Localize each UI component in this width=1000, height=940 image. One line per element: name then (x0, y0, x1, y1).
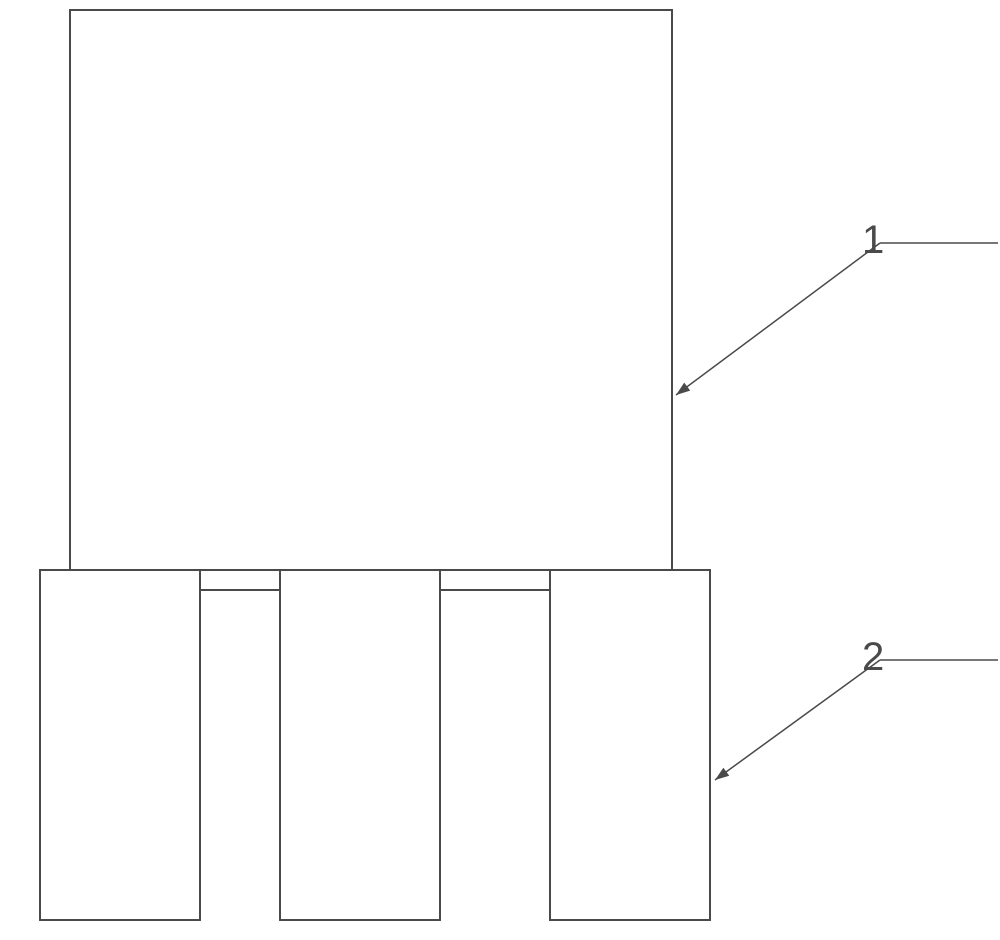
callout-2-label: 2 (862, 635, 884, 679)
callout-2-arrowhead-icon (715, 768, 729, 780)
bottom-right-rectangle (550, 570, 710, 920)
callout-1: 1 (676, 218, 998, 395)
bottom-middle-rectangle (280, 570, 440, 920)
callout-1-label: 1 (862, 218, 884, 262)
callout-1-leader-diagonal (676, 243, 880, 395)
callout-1-arrowhead-icon (676, 383, 690, 395)
technical-diagram: 1 2 (0, 0, 1000, 940)
top-rectangle (70, 10, 672, 570)
bottom-left-rectangle (40, 570, 200, 920)
callout-2: 2 (715, 635, 998, 780)
callout-2-leader-diagonal (715, 660, 880, 780)
